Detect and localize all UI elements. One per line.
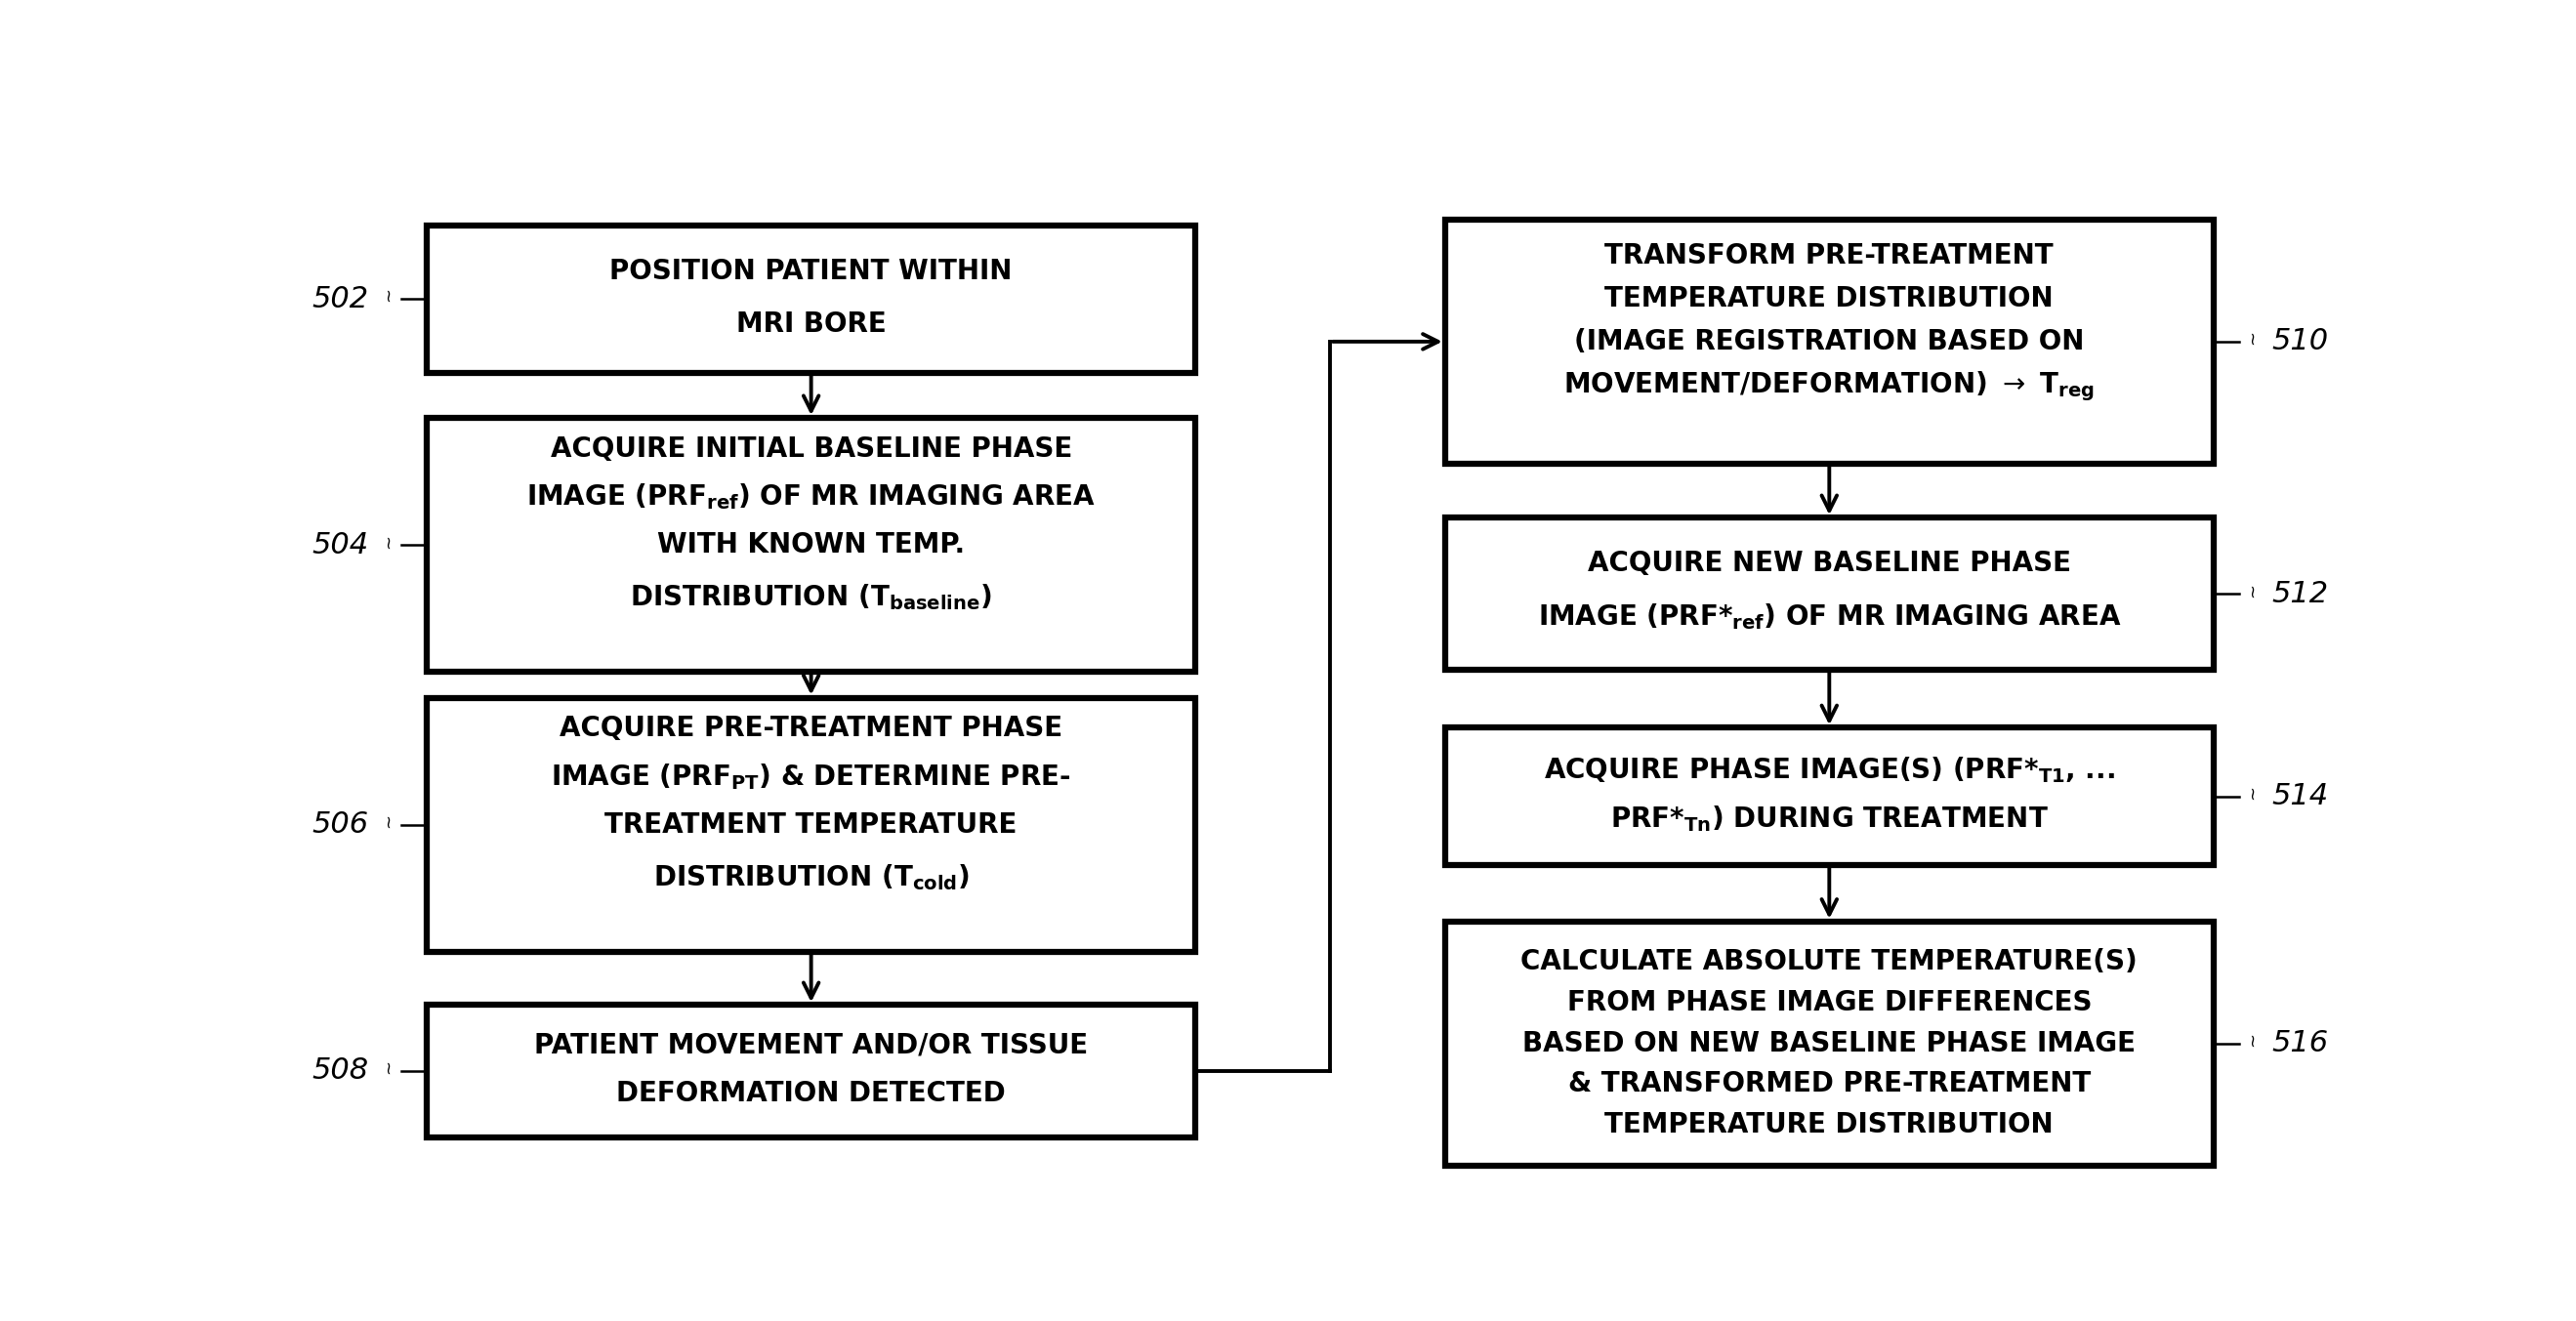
Text: 516: 516 (2272, 1029, 2329, 1058)
Text: ACQUIRE NEW BASELINE PHASE: ACQUIRE NEW BASELINE PHASE (1587, 550, 2071, 577)
Text: DISTRIBUTION (T$_{\mathbf{cold}}$): DISTRIBUTION (T$_{\mathbf{cold}}$) (652, 863, 969, 892)
FancyBboxPatch shape (428, 1005, 1195, 1137)
Text: (IMAGE REGISTRATION BASED ON: (IMAGE REGISTRATION BASED ON (1574, 328, 2084, 355)
Text: PRF*$_{\mathbf{Tn}}$) DURING TREATMENT: PRF*$_{\mathbf{Tn}}$) DURING TREATMENT (1610, 803, 2048, 834)
Text: TEMPERATURE DISTRIBUTION: TEMPERATURE DISTRIBUTION (1605, 1111, 2053, 1139)
Text: 512: 512 (2272, 580, 2329, 608)
Text: FROM PHASE IMAGE DIFFERENCES: FROM PHASE IMAGE DIFFERENCES (1566, 989, 2092, 1016)
FancyBboxPatch shape (428, 225, 1195, 373)
Text: BASED ON NEW BASELINE PHASE IMAGE: BASED ON NEW BASELINE PHASE IMAGE (1522, 1030, 2136, 1057)
FancyBboxPatch shape (428, 417, 1195, 672)
Text: MRI BORE: MRI BORE (737, 310, 886, 338)
Text: ~: ~ (2244, 1032, 2262, 1046)
Text: PATIENT MOVEMENT AND/OR TISSUE: PATIENT MOVEMENT AND/OR TISSUE (533, 1032, 1087, 1059)
Text: ~: ~ (379, 534, 397, 548)
Text: ~: ~ (379, 288, 397, 303)
Text: ~: ~ (379, 1059, 397, 1074)
Text: MOVEMENT/DEFORMATION) $\rightarrow$ T$_{\mathbf{reg}}$: MOVEMENT/DEFORMATION) $\rightarrow$ T$_{… (1564, 370, 2094, 403)
Text: TREATMENT TEMPERATURE: TREATMENT TEMPERATURE (605, 811, 1018, 839)
Text: IMAGE (PRF$_{\mathbf{PT}}$) & DETERMINE PRE-: IMAGE (PRF$_{\mathbf{PT}}$) & DETERMINE … (551, 762, 1072, 791)
FancyBboxPatch shape (1445, 728, 2213, 865)
Text: WITH KNOWN TEMP.: WITH KNOWN TEMP. (657, 531, 966, 559)
Text: ~: ~ (2244, 785, 2262, 799)
Text: POSITION PATIENT WITHIN: POSITION PATIENT WITHIN (611, 258, 1012, 285)
Text: & TRANSFORMED PRE-TREATMENT: & TRANSFORMED PRE-TREATMENT (1569, 1070, 2092, 1098)
Text: IMAGE (PRF$_{\mathbf{ref}}$) OF MR IMAGING AREA: IMAGE (PRF$_{\mathbf{ref}}$) OF MR IMAGI… (526, 482, 1095, 513)
FancyBboxPatch shape (1445, 219, 2213, 464)
Text: IMAGE (PRF*$_{\mathbf{ref}}$) OF MR IMAGING AREA: IMAGE (PRF*$_{\mathbf{ref}}$) OF MR IMAG… (1538, 601, 2120, 631)
Text: 502: 502 (312, 285, 368, 313)
Text: TEMPERATURE DISTRIBUTION: TEMPERATURE DISTRIBUTION (1605, 285, 2053, 313)
Text: ACQUIRE PHASE IMAGE(S) (PRF*$_{\mathbf{T1}}$, ...: ACQUIRE PHASE IMAGE(S) (PRF*$_{\mathbf{T… (1543, 754, 2115, 785)
Text: 504: 504 (312, 531, 368, 559)
FancyBboxPatch shape (428, 697, 1195, 952)
Text: 514: 514 (2272, 782, 2329, 811)
Text: DEFORMATION DETECTED: DEFORMATION DETECTED (616, 1079, 1005, 1107)
Text: ~: ~ (379, 814, 397, 828)
Text: 508: 508 (312, 1057, 368, 1085)
Text: 506: 506 (312, 811, 368, 839)
Text: ~: ~ (2244, 330, 2262, 345)
Text: ACQUIRE INITIAL BASELINE PHASE: ACQUIRE INITIAL BASELINE PHASE (551, 435, 1072, 462)
Text: TRANSFORM PRE-TREATMENT: TRANSFORM PRE-TREATMENT (1605, 243, 2053, 269)
FancyBboxPatch shape (1445, 518, 2213, 670)
Text: ACQUIRE PRE-TREATMENT PHASE: ACQUIRE PRE-TREATMENT PHASE (559, 715, 1064, 742)
Text: ~: ~ (2244, 583, 2262, 597)
Text: CALCULATE ABSOLUTE TEMPERATURE(S): CALCULATE ABSOLUTE TEMPERATURE(S) (1520, 948, 2138, 976)
Text: 510: 510 (2272, 328, 2329, 355)
FancyBboxPatch shape (1445, 922, 2213, 1165)
Text: DISTRIBUTION (T$_{\mathbf{baseline}}$): DISTRIBUTION (T$_{\mathbf{baseline}}$) (631, 583, 992, 613)
